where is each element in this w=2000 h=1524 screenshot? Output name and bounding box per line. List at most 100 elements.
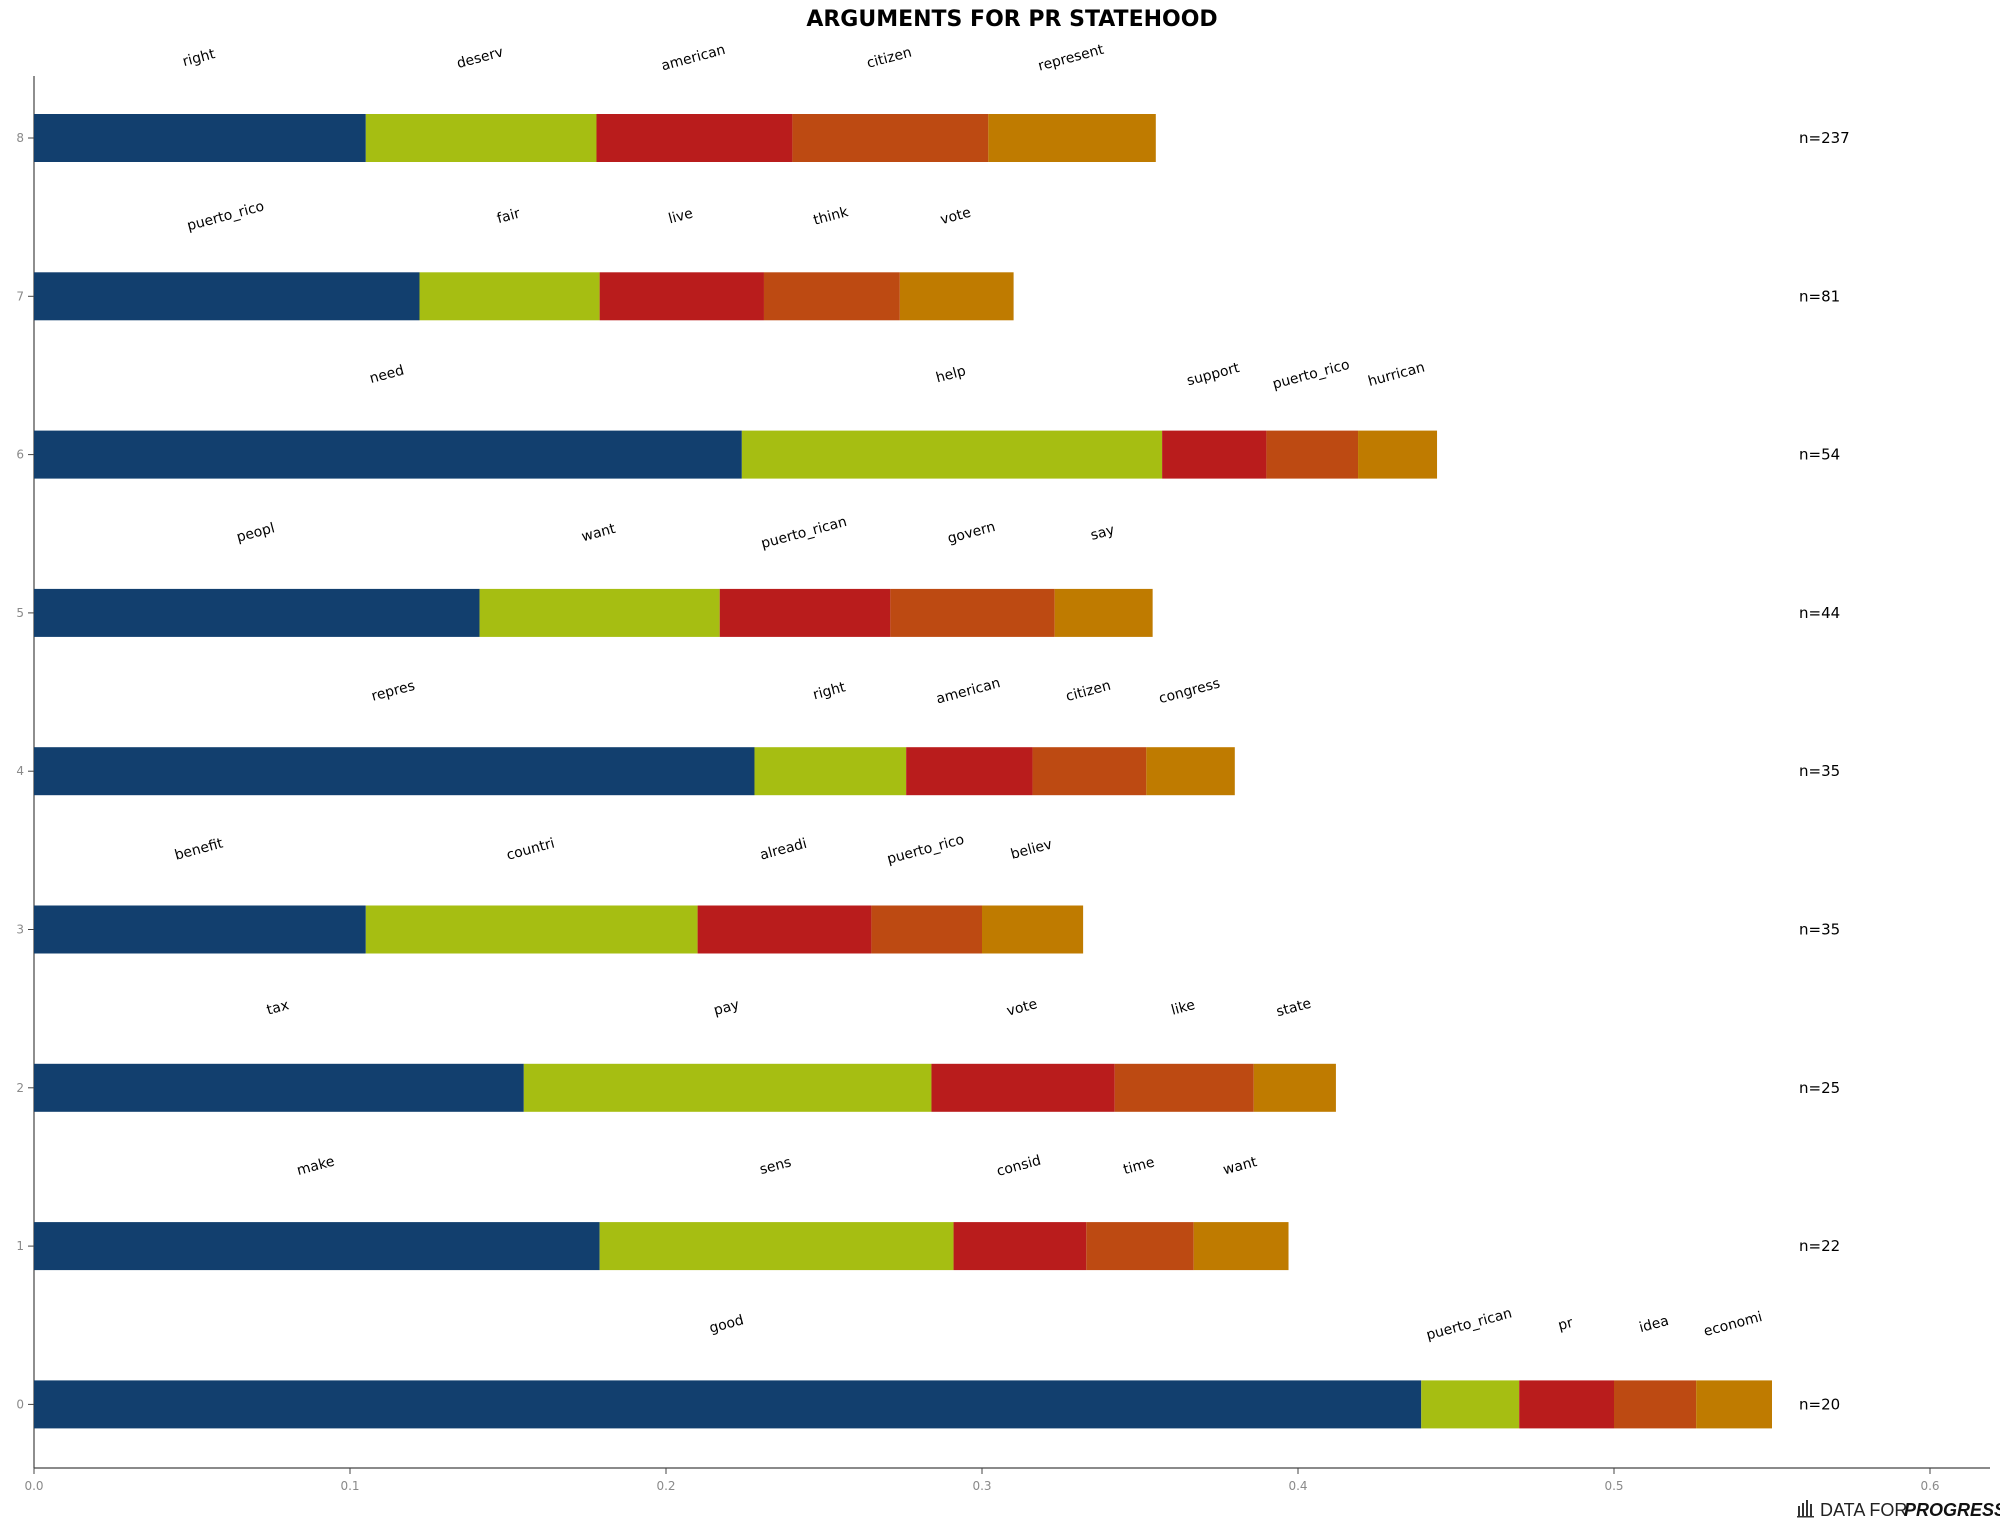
- segment-word-label: tax: [265, 997, 291, 1018]
- segment-word-label: represent: [1036, 42, 1106, 75]
- segment-word-label: consid: [995, 1153, 1043, 1180]
- segment-word-label: peopl: [235, 520, 277, 546]
- y-tick-label: 8: [16, 131, 24, 145]
- segment-word-label: countri: [505, 836, 557, 864]
- segment-word-label: right: [811, 679, 847, 703]
- bar-segment: [1614, 1380, 1697, 1429]
- bar-segment: [988, 114, 1156, 162]
- segment-word-label: citizen: [865, 44, 913, 71]
- bar-segment: [719, 588, 891, 637]
- segment-word-label: pay: [712, 997, 741, 1019]
- sample-size-label: n=25: [1799, 1079, 1840, 1097]
- y-tick-label: 1: [16, 1239, 24, 1253]
- segment-word-label: benefit: [173, 835, 225, 863]
- bar-segment: [1032, 747, 1147, 796]
- bars: [34, 114, 1772, 1429]
- sample-size-label: n=81: [1799, 287, 1840, 305]
- sample-size-label: n=20: [1799, 1395, 1840, 1413]
- bar-segment: [1114, 1063, 1254, 1112]
- bar-segment: [1358, 430, 1438, 479]
- segment-word-label: vote: [1005, 996, 1039, 1019]
- x-tick-label: 0.1: [340, 1479, 359, 1493]
- segment-word-label: idea: [1638, 1313, 1671, 1336]
- bar-chart-icon: [1797, 1500, 1814, 1518]
- bar-segment: [792, 114, 989, 162]
- segment-word-label: good: [708, 1312, 746, 1336]
- sample-size-label: n=35: [1799, 762, 1840, 780]
- bar-segment: [1253, 1063, 1336, 1112]
- bar-segment: [365, 905, 698, 954]
- bar-segment: [34, 430, 742, 479]
- bar-segment: [1421, 1380, 1520, 1429]
- segment-word-label: puerto_rico: [885, 832, 966, 868]
- segment-word-label: vote: [939, 205, 973, 228]
- y-tick-label: 2: [16, 1081, 24, 1095]
- segment-word-label: right: [181, 46, 217, 70]
- x-tick-label: 0.4: [1288, 1479, 1307, 1493]
- bar-segment: [1054, 588, 1153, 637]
- bar-segment: [754, 747, 907, 796]
- segment-word-label: say: [1089, 522, 1116, 544]
- bar-segment: [1086, 1222, 1194, 1271]
- y-tick-label: 0: [16, 1397, 24, 1411]
- segment-word-label: economi: [1702, 1309, 1764, 1340]
- segment-word-label: fair: [495, 206, 522, 228]
- sample-size-label: n=44: [1799, 604, 1840, 622]
- bar-segment: [34, 747, 755, 796]
- bar-segment: [596, 114, 793, 162]
- segment-word-label: need: [368, 362, 406, 387]
- bar-segment: [1266, 430, 1359, 479]
- x-tick-label: 0.3: [972, 1479, 991, 1493]
- segment-word-label: pr: [1556, 1315, 1575, 1334]
- bar-segment: [1146, 747, 1235, 796]
- segment-word-label: puerto_rico: [1271, 357, 1352, 393]
- sample-size-label: n=22: [1799, 1237, 1840, 1255]
- bar-segment: [523, 1063, 932, 1112]
- segment-word-label: puerto_rican: [759, 514, 848, 552]
- brand-logo: DATA FOR PROGRESS: [1797, 1500, 2000, 1520]
- segment-word-label: make: [295, 1154, 336, 1179]
- bar-segment: [982, 905, 1084, 954]
- sample-size-label: n=54: [1799, 446, 1840, 464]
- bar-segment: [871, 905, 982, 954]
- segment-word-label: support: [1185, 360, 1242, 389]
- x-tick-label: 0.6: [1920, 1479, 1939, 1493]
- y-tick-label: 7: [16, 289, 24, 303]
- bar-segment: [599, 1222, 954, 1271]
- segment-word-label: american: [660, 42, 728, 74]
- y-tick-label: 4: [16, 764, 24, 778]
- bar-segment: [906, 747, 1033, 796]
- bar-segment: [953, 1222, 1087, 1271]
- segment-word-label: deserv: [455, 44, 505, 72]
- x-tick-label: 0.5: [1604, 1479, 1623, 1493]
- segment-word-label: congress: [1157, 675, 1222, 707]
- segment-word-label: citizen: [1064, 678, 1112, 705]
- sample-size-label: n=35: [1799, 921, 1840, 939]
- bar-segment: [1696, 1380, 1772, 1429]
- sample-size-label: n=237: [1799, 129, 1850, 147]
- bar-segment: [34, 114, 366, 162]
- segment-word-label: repres: [370, 678, 417, 705]
- y-tick-label: 3: [16, 923, 24, 937]
- segment-word-label: puerto_rico: [185, 198, 266, 234]
- segment-word-label: state: [1275, 996, 1313, 1021]
- bar-segment: [34, 1063, 524, 1112]
- bar-segment: [419, 272, 600, 321]
- segment-word-label: want: [1221, 1154, 1259, 1178]
- bar-segment: [365, 114, 597, 162]
- bar-segment: [1519, 1380, 1614, 1429]
- segment-word-label: sens: [758, 1154, 793, 1178]
- segment-word-label: time: [1122, 1154, 1157, 1178]
- segment-labels: right deserv american citizen represent n=237…: [173, 42, 1850, 1414]
- x-tick-label: 0.2: [656, 1479, 675, 1493]
- bar-segment: [34, 588, 480, 637]
- segment-word-label: like: [1170, 997, 1197, 1019]
- bar-segment: [763, 272, 900, 321]
- chart-title: ARGUMENTS FOR PR STATEHOOD: [806, 7, 1217, 32]
- bar-segment: [899, 272, 1014, 321]
- segment-word-label: live: [667, 206, 695, 228]
- y-tick-label: 5: [16, 606, 24, 620]
- brand-name: PROGRESS: [1904, 1500, 2000, 1520]
- bar-segment: [34, 1222, 600, 1271]
